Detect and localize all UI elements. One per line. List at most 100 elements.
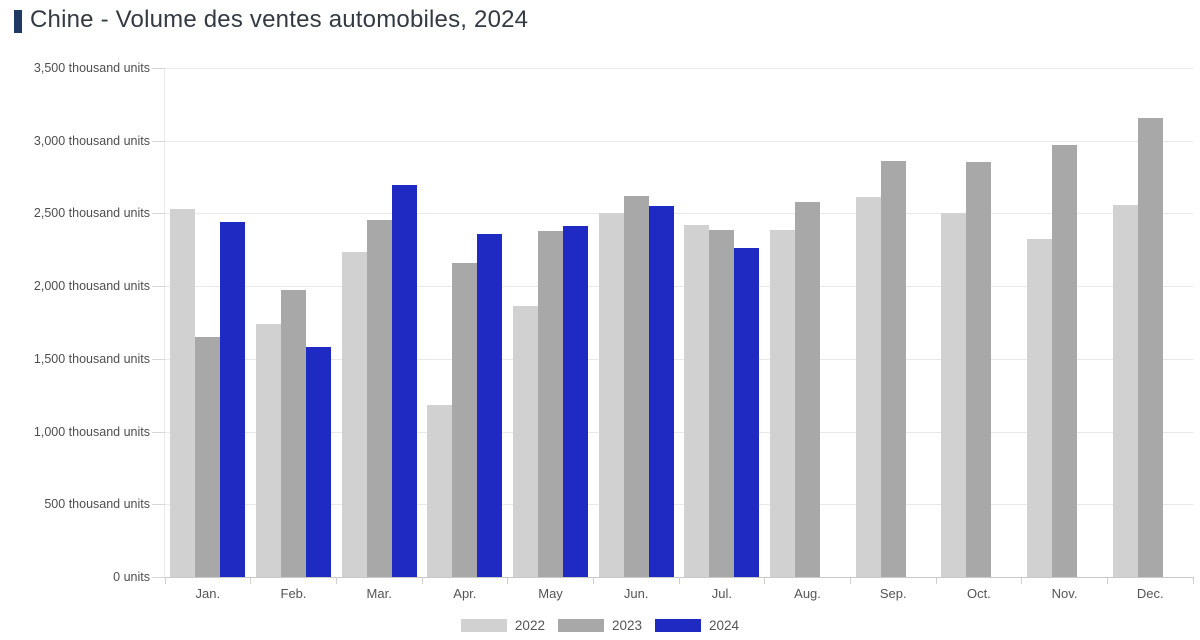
bar-2022-Apr bbox=[427, 405, 453, 577]
y-axis-labels: 3,500 thousand units 3,000 thousand units… bbox=[0, 61, 150, 584]
bar-2024-Feb bbox=[306, 346, 331, 577]
bar-2024-May bbox=[563, 225, 589, 577]
legend-label-2022: 2022 bbox=[514, 617, 545, 633]
bar-2023-Oct bbox=[966, 162, 992, 577]
bar-2023-Apr bbox=[452, 263, 478, 577]
x-axis-label-Feb: Feb. bbox=[280, 586, 307, 601]
bar-2022-Aug bbox=[770, 230, 796, 577]
y-tick bbox=[152, 68, 165, 69]
bar-slot bbox=[648, 68, 674, 577]
x-axis-label-Apr: Apr. bbox=[453, 586, 477, 601]
chart-header: Chine - Volume des ventes automobiles, 2… bbox=[14, 6, 528, 34]
bar-slot bbox=[734, 68, 760, 577]
legend-swatch-2022 bbox=[460, 618, 507, 632]
bar-2022-Jan bbox=[170, 209, 196, 577]
bar-2023-Jan bbox=[195, 337, 221, 577]
category-group-Jun: Jun. bbox=[593, 68, 680, 601]
bar-slot bbox=[256, 68, 281, 577]
bar-slot bbox=[880, 68, 906, 577]
bar-slot bbox=[1112, 68, 1138, 577]
bar-slot bbox=[281, 68, 306, 577]
y-tick bbox=[152, 358, 165, 360]
bar-slot bbox=[1052, 68, 1078, 577]
bar-slot bbox=[855, 68, 881, 577]
bar-slot bbox=[513, 68, 539, 577]
bar-2023-Nov bbox=[1052, 145, 1078, 577]
bar-chart-plot-area: Jan. Feb. Mar. Apr. May Jun. Jul. Aug. Sep. Oct. N… bbox=[152, 68, 1194, 601]
bar-slot bbox=[391, 68, 417, 577]
x-axis-label-Jun: Jun. bbox=[623, 586, 649, 601]
legend-item-2022[interactable]: 2022 bbox=[460, 617, 545, 633]
y-axis-tick-label: 2,000 thousand units bbox=[33, 279, 150, 294]
y-axis-tick-label: 1,500 thousand units bbox=[33, 351, 150, 366]
gridline-3500 bbox=[165, 68, 1193, 69]
bar-2022-Mar bbox=[341, 252, 367, 577]
bar-slot bbox=[1077, 68, 1102, 577]
bar-slot bbox=[941, 68, 967, 577]
category-group-Oct: Oct. bbox=[936, 68, 1022, 601]
bar-2022-Jun bbox=[598, 213, 624, 577]
y-axis-tick-label: 0 units bbox=[113, 570, 150, 584]
bar-2022-Dec bbox=[1112, 204, 1138, 577]
y-tick bbox=[152, 577, 165, 578]
category-group-Aug: Aug. bbox=[765, 68, 851, 601]
bar-2022-Nov bbox=[1027, 238, 1053, 577]
legend-label-2023: 2023 bbox=[611, 617, 643, 633]
x-axis-label-Jul: Jul. bbox=[711, 586, 732, 601]
category-group-May: May bbox=[508, 68, 594, 601]
y-tick bbox=[152, 213, 165, 215]
gridline-2500 bbox=[165, 213, 1193, 215]
bar-slot bbox=[563, 68, 589, 577]
bar-slot bbox=[195, 68, 221, 577]
category-group-Dec: Dec. bbox=[1107, 68, 1194, 601]
bar-2022-Oct bbox=[941, 212, 967, 577]
legend-label-2024: 2024 bbox=[709, 617, 740, 633]
y-tick bbox=[152, 431, 165, 433]
bar-2023-Aug bbox=[795, 201, 821, 577]
x-axis-label-Dec: Dec. bbox=[1136, 586, 1164, 601]
gridline-2000 bbox=[165, 286, 1193, 288]
y-axis-tick-label: 3,500 thousand units bbox=[33, 61, 150, 75]
legend-swatch-2023 bbox=[557, 618, 604, 632]
category-group-Nov: Nov. bbox=[1022, 68, 1108, 601]
bar-2024-Jul bbox=[734, 248, 760, 577]
legend-swatch-2024 bbox=[655, 618, 702, 632]
chart-legend: 2022 2023 2024 bbox=[0, 613, 1200, 637]
bar-2023-Jun bbox=[623, 195, 649, 577]
bar-slot bbox=[341, 68, 367, 577]
bar-slot bbox=[795, 68, 821, 577]
bar-slot bbox=[170, 68, 196, 577]
bar-slot bbox=[684, 68, 710, 577]
y-tick bbox=[152, 286, 165, 288]
bar-slot bbox=[427, 68, 453, 577]
chart-title: Chine - Volume des ventes automobiles, 2… bbox=[30, 6, 529, 33]
bar-slot bbox=[598, 68, 624, 577]
bar-2024-Apr bbox=[477, 233, 503, 577]
bar-2022-Feb bbox=[256, 324, 281, 577]
bar-slot bbox=[452, 68, 478, 577]
bar-slot bbox=[820, 68, 845, 577]
bar-slot bbox=[966, 68, 992, 577]
bar-slot bbox=[220, 68, 246, 577]
y-tick bbox=[152, 504, 165, 506]
x-axis-label-Mar: Mar. bbox=[366, 586, 392, 601]
y-tick bbox=[152, 140, 165, 142]
bar-slot bbox=[1137, 68, 1163, 577]
category-group-Jan: Jan. bbox=[164, 68, 251, 601]
y-axis-tick-label: 3,000 thousand units bbox=[33, 133, 150, 148]
gridline-1000 bbox=[165, 431, 1193, 433]
bar-slot bbox=[709, 68, 735, 577]
bar-slot bbox=[623, 68, 649, 577]
gridline-1500 bbox=[165, 358, 1193, 360]
legend-item-2023[interactable]: 2023 bbox=[557, 617, 643, 633]
bar-2023-Jul bbox=[709, 230, 735, 577]
bar-slot bbox=[1163, 68, 1188, 577]
bar-slot bbox=[1027, 68, 1053, 577]
legend-item-2024[interactable]: 2024 bbox=[655, 618, 739, 633]
bar-slot bbox=[770, 68, 796, 577]
title-accent-bar bbox=[14, 10, 22, 33]
bar-2022-Sep bbox=[855, 197, 881, 577]
bar-2024-Jan bbox=[220, 222, 246, 577]
y-axis-tick-label: 1,000 thousand units bbox=[33, 424, 150, 439]
